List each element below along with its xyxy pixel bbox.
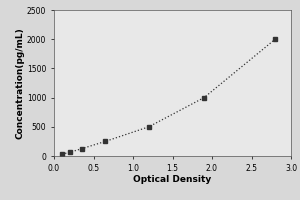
X-axis label: Optical Density: Optical Density — [134, 175, 212, 184]
Y-axis label: Concentration(pg/mL): Concentration(pg/mL) — [15, 27, 24, 139]
